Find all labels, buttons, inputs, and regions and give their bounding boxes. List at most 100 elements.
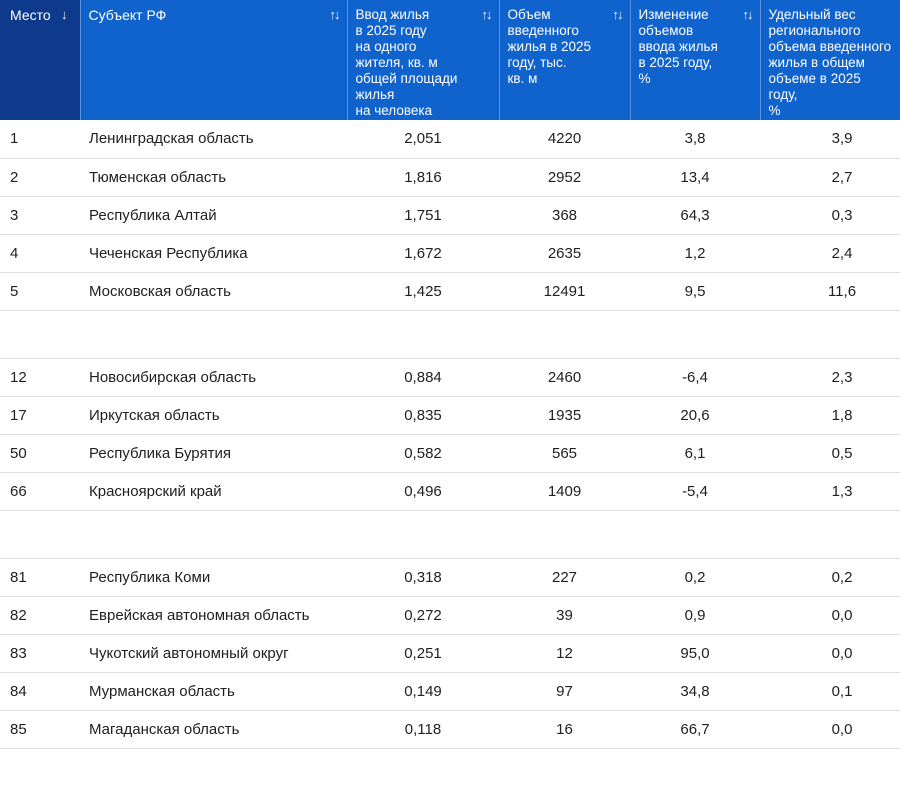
sort-descending-icon[interactable]: ↓ [61, 7, 67, 22]
header-row: Место ↓ Субъект РФ ↑↓ Ввод жилья в 2025 … [0, 0, 900, 120]
per-capita-cell: 0,582 [347, 434, 499, 473]
share-cell: 0,0 [760, 634, 900, 673]
place-cell: 81 [0, 558, 80, 597]
region-cell: Еврейская автономная область [80, 596, 347, 635]
change-cell: 95,0 [630, 634, 760, 673]
change-cell: 0,9 [630, 596, 760, 635]
share-cell: 1,8 [760, 396, 900, 435]
table-row: 5 Московская область 1,425 12491 9,5 11,6 [0, 272, 900, 311]
share-cell: 0,2 [760, 558, 900, 597]
place-cell: 4 [0, 234, 80, 273]
place-cell: 85 [0, 710, 80, 749]
volume-cell: 227 [499, 558, 630, 597]
place-cell: 3 [0, 196, 80, 235]
sort-toggle-icon[interactable]: ↑↓ [329, 7, 341, 22]
column-label-place: Место [10, 7, 51, 23]
table-row: 17 Иркутская область 0,835 1935 20,6 1,8 [0, 396, 900, 435]
volume-cell: 4220 [499, 120, 630, 159]
column-header-region[interactable]: Субъект РФ ↑↓ [79, 0, 347, 120]
change-cell: 1,2 [630, 234, 760, 273]
table-row: 3 Республика Алтай 1,751 368 64,3 0,3 [0, 196, 900, 235]
per-capita-cell: 2,051 [347, 120, 499, 159]
place-cell: 83 [0, 634, 80, 673]
volume-cell: 12 [499, 634, 630, 673]
place-cell: 1 [0, 120, 80, 159]
table-row: 83 Чукотский автономный округ 0,251 12 95,0 0… [0, 634, 900, 673]
separator-row [0, 510, 900, 559]
share-cell: 0,5 [760, 434, 900, 473]
table-row: 85 Магаданская область 0,118 16 66,7 0,0 [0, 710, 900, 749]
volume-cell: 1935 [499, 396, 630, 435]
share-cell: 11,6 [760, 272, 900, 311]
share-cell: 0,0 [760, 710, 900, 749]
region-cell: Чеченская Республика [80, 234, 347, 273]
table-row: 4 Чеченская Республика 1,672 2635 1,2 2,4 [0, 234, 900, 273]
column-header-per-capita[interactable]: Ввод жилья в 2025 году на одного жителя,… [346, 0, 499, 120]
volume-cell: 565 [499, 434, 630, 473]
share-cell: 2,4 [760, 234, 900, 273]
change-cell: 64,3 [630, 196, 760, 235]
region-cell: Магаданская область [80, 710, 347, 749]
place-cell: 12 [0, 358, 80, 397]
change-cell: 0,2 [630, 558, 760, 597]
region-cell: Красноярский край [80, 472, 347, 511]
share-cell: 2,7 [760, 158, 900, 197]
column-label-per-capita: Ввод жилья в 2025 году на одного жителя,… [355, 7, 458, 118]
volume-cell: 368 [499, 196, 630, 235]
table-row: 66 Красноярский край 0,496 1409 -5,4 1,3 [0, 472, 900, 511]
change-cell: 13,4 [630, 158, 760, 197]
place-cell: 5 [0, 272, 80, 311]
volume-cell: 97 [499, 672, 630, 711]
place-cell: 17 [0, 396, 80, 435]
volume-cell: 12491 [499, 272, 630, 311]
change-cell: 9,5 [630, 272, 760, 311]
change-cell: 34,8 [630, 672, 760, 711]
region-cell: Новосибирская область [80, 358, 347, 397]
per-capita-cell: 0,149 [347, 672, 499, 711]
column-header-place[interactable]: Место ↓ [0, 0, 80, 120]
share-cell: 1,3 [760, 472, 900, 511]
change-cell: 20,6 [630, 396, 760, 435]
per-capita-cell: 1,672 [347, 234, 499, 273]
region-cell: Республика Коми [80, 558, 347, 597]
column-label-share: Удельный вес регионального объема введен… [768, 7, 892, 118]
region-cell: Иркутская область [80, 396, 347, 435]
per-capita-cell: 0,118 [347, 710, 499, 749]
per-capita-cell: 0,835 [347, 396, 499, 435]
table-row: 2 Тюменская область 1,816 2952 13,4 2,7 [0, 158, 900, 197]
region-cell: Республика Алтай [80, 196, 347, 235]
table-row: 84 Мурманская область 0,149 97 34,8 0,1 [0, 672, 900, 711]
share-cell: 2,3 [760, 358, 900, 397]
change-cell: 3,8 [630, 120, 760, 159]
share-cell: 0,0 [760, 596, 900, 635]
change-cell: -6,4 [630, 358, 760, 397]
sort-toggle-icon[interactable]: ↑↓ [742, 7, 754, 22]
per-capita-cell: 1,816 [347, 158, 499, 197]
per-capita-cell: 0,496 [347, 472, 499, 511]
volume-cell: 16 [499, 710, 630, 749]
place-cell: 66 [0, 472, 80, 511]
sort-toggle-icon[interactable]: ↑↓ [612, 7, 624, 22]
column-header-share[interactable]: Удельный вес регионального объема введен… [759, 0, 900, 120]
place-cell: 50 [0, 434, 80, 473]
column-header-volume[interactable]: Объем введенного жилья в 2025 году, тыс.… [498, 0, 630, 120]
separator-cell [0, 310, 900, 359]
table-row: 82 Еврейская автономная область 0,272 39 0,9… [0, 596, 900, 635]
per-capita-cell: 1,425 [347, 272, 499, 311]
column-header-change[interactable]: Изменение объемов ввода жилья в 2025 год… [629, 0, 760, 120]
column-label-change: Изменение объемов ввода жилья в 2025 год… [638, 7, 718, 86]
table-row: 50 Республика Бурятия 0,582 565 6,1 0,5 [0, 434, 900, 473]
share-cell: 0,1 [760, 672, 900, 711]
region-cell: Мурманская область [80, 672, 347, 711]
sort-toggle-icon[interactable]: ↑↓ [481, 7, 493, 22]
volume-cell: 1409 [499, 472, 630, 511]
share-cell: 0,3 [760, 196, 900, 235]
region-cell: Московская область [80, 272, 347, 311]
table-row: 1 Ленинградская область 2,051 4220 3,8 3,9 [0, 120, 900, 159]
per-capita-cell: 0,318 [347, 558, 499, 597]
change-cell: 66,7 [630, 710, 760, 749]
table-header: Место ↓ Субъект РФ ↑↓ Ввод жилья в 2025 … [0, 0, 900, 120]
region-cell: Ленинградская область [80, 120, 347, 159]
place-cell: 82 [0, 596, 80, 635]
region-cell: Чукотский автономный округ [80, 634, 347, 673]
